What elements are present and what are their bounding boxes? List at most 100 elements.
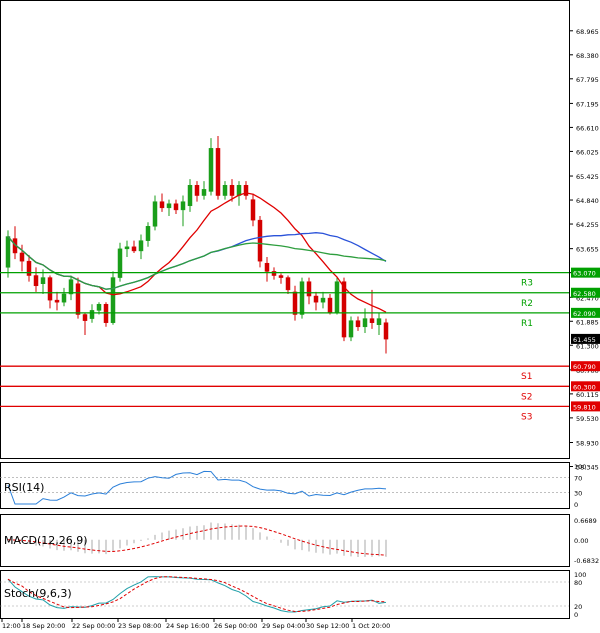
- candle-body: [222, 185, 228, 196]
- candle-body: [173, 203, 179, 211]
- macd-ytick-label: -0.6832: [574, 557, 599, 565]
- candle-body: [68, 279, 74, 295]
- current-price-label: 61.455: [573, 336, 596, 344]
- main-ytick-label: 66.025: [576, 148, 599, 156]
- x-tick-label: 26 Sep 00:00: [214, 622, 257, 630]
- main-ytick-label: 67.795: [576, 76, 599, 84]
- candles: [5, 136, 389, 354]
- main-ytick-label: 68.380: [576, 52, 599, 60]
- stoch-ytick-label: 0: [574, 611, 578, 619]
- panel-frame-macd: [0, 514, 570, 567]
- level-value-label: 63.070: [573, 270, 596, 278]
- candle-body: [257, 219, 263, 262]
- candle-body: [215, 148, 221, 196]
- level-value-label: 62.580: [573, 290, 596, 298]
- x-tick-label: 22 Sep 00:00: [72, 622, 115, 630]
- stoch-k-line: [7, 576, 387, 613]
- candle-body: [110, 277, 116, 323]
- candle-body: [47, 277, 53, 301]
- main-ytick-label: 65.425: [576, 173, 599, 181]
- main-ytick-label: 62.470: [576, 294, 599, 302]
- candle-body: [299, 281, 305, 315]
- level-value-label: 60.300: [573, 383, 596, 391]
- candle-body: [334, 281, 340, 313]
- stoch-ytick-label: 20: [574, 603, 582, 611]
- candle-body: [19, 252, 25, 262]
- candle-body: [313, 295, 319, 303]
- candle-body: [243, 185, 249, 196]
- ma-mid-line: [7, 232, 387, 290]
- main-ytick-label: 66.610: [576, 124, 599, 132]
- main-ytick-label: 63.655: [576, 246, 599, 254]
- macd-ytick-label: 0.6689: [574, 517, 597, 525]
- stoch-ytick-label: 80: [574, 579, 582, 587]
- level-value-box: [571, 401, 600, 412]
- candle-body: [166, 203, 172, 209]
- candle-body: [54, 299, 60, 303]
- level-name-s2: S2: [521, 392, 532, 402]
- candle-body: [362, 318, 368, 328]
- ma-slow-line: [7, 236, 387, 290]
- candle-body: [96, 303, 102, 311]
- candle-body: [376, 318, 382, 326]
- x-tick-label: 29 Sep 04:00: [262, 622, 305, 630]
- level-value-label: 59.810: [573, 403, 596, 411]
- candle-body: [194, 185, 200, 196]
- level-name-r2: R2: [521, 299, 533, 309]
- x-tick-label: 30 Sep 12:00: [306, 622, 349, 630]
- candle-body: [355, 320, 361, 328]
- stoch-label: Stoch(9,6,3): [4, 587, 72, 600]
- x-tick-label: 23 Sep 08:00: [118, 622, 161, 630]
- candle-body: [180, 201, 186, 211]
- main-ytick-label: 67.195: [576, 100, 599, 108]
- macd-label: MACD(12,26,9): [4, 534, 88, 547]
- current-price-box: [571, 333, 600, 344]
- candle-body: [61, 293, 67, 303]
- panel-frame-rsi: [0, 462, 570, 509]
- candle-body: [82, 314, 88, 321]
- x-tick-label: 24 Sep 16:00: [166, 622, 209, 630]
- candle-body: [40, 277, 46, 284]
- rsi-ytick-label: 0: [574, 501, 578, 509]
- rsi-ytick-label: 30: [574, 490, 582, 498]
- main-ytick-label: 68.965: [576, 28, 599, 36]
- candle-body: [201, 189, 207, 196]
- level-name-s1: S1: [521, 372, 532, 382]
- main-ytick-label: 59.530: [576, 415, 599, 423]
- candle-body: [285, 277, 291, 291]
- candle-body: [341, 281, 347, 338]
- stoch-d-line: [7, 576, 387, 613]
- candle-body: [229, 185, 235, 196]
- main-ytick-label: 58.930: [576, 439, 599, 447]
- rsi-label: RSI(14): [4, 481, 44, 494]
- candle-body: [369, 318, 375, 323]
- candle-body: [26, 260, 32, 276]
- main-ytick-label: 61.300: [576, 342, 599, 350]
- candle-body: [306, 281, 312, 297]
- rsi-line: [7, 470, 387, 505]
- candle-body: [383, 322, 389, 340]
- main-ytick-label: 61.885: [576, 318, 599, 326]
- stoch-ytick-label: 100: [574, 571, 586, 579]
- panel-frame-stoch: [0, 570, 570, 619]
- candle-body: [5, 236, 11, 268]
- candle-body: [292, 291, 298, 315]
- candle-body: [271, 271, 277, 276]
- x-tick-label: 1 Oct 20:00: [352, 622, 390, 630]
- candle-body: [152, 201, 158, 227]
- level-value-box: [571, 361, 600, 372]
- level-value-box: [571, 267, 600, 278]
- candle-body: [33, 275, 39, 287]
- candle-body: [187, 185, 193, 207]
- macd-signal-line: [7, 525, 387, 556]
- main-ytick-label: 64.840: [576, 197, 599, 205]
- candle-body: [278, 275, 284, 278]
- macd-histogram: [14, 522, 387, 558]
- main-ytick-label: 60.115: [576, 391, 599, 399]
- level-name-r3: R3: [521, 279, 533, 289]
- level-name-s3: S3: [521, 412, 532, 422]
- level-name-r1: R1: [521, 319, 533, 329]
- rsi-ytick-label: 100: [574, 463, 586, 471]
- candle-body: [348, 320, 354, 338]
